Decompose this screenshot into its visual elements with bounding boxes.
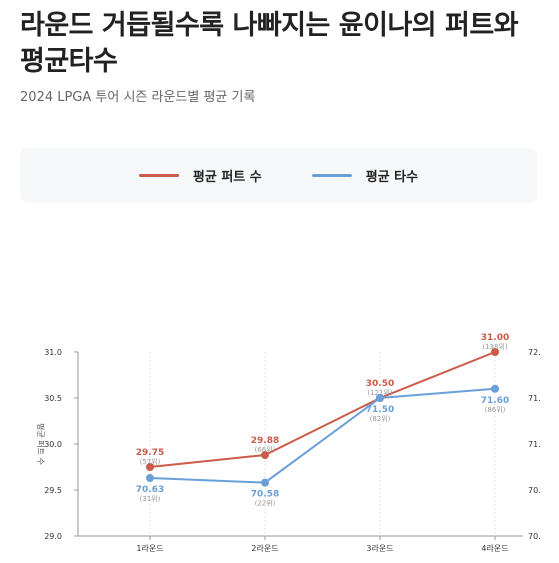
left-tick-label-0: 29.0 [44, 532, 62, 541]
page-subtitle: 2024 LPGA 투어 시즌 라운드별 평균 기록 [20, 90, 256, 105]
left-axis-label: 평균 퍼트 수 [36, 423, 46, 465]
right-tick-label-4: 72. [528, 348, 541, 357]
left-tick-label-4: 31.0 [44, 348, 62, 357]
series-1-point-2 [376, 394, 384, 402]
series-0-value-label-3: 31.00 [481, 333, 509, 343]
series-0-point-1 [261, 451, 269, 460]
legend-item-strokes[interactable]: 평균 타수 [311, 166, 419, 185]
series-line-1 [149, 387, 496, 484]
series-1-point-0 [146, 474, 154, 483]
right-tick-label-2: 71. [528, 440, 541, 449]
page-title: 라운드 거듭될수록 나빠지는 윤이나의 퍼트와 평균타수 [20, 10, 519, 77]
series-1-rank-label-3: (86위) [485, 406, 506, 414]
right-tick-label-3: 71. [528, 394, 541, 403]
legend-label-strokes: 평균 타수 [365, 170, 419, 185]
legend-label-putts: 평균 퍼트 수 [192, 170, 262, 185]
x-tick-label-1: 2라운드 [251, 544, 278, 553]
series-0-value-label-0: 29.75 [136, 448, 164, 458]
series-line-0 [149, 351, 496, 468]
series-1-rank-label-2: (82위) [370, 415, 391, 423]
x-tick-label-3: 4라운드 [481, 544, 508, 553]
chart-legend: 평균 퍼트 수 평균 타수 [20, 148, 537, 203]
line-chart: 29.0 29.5 30.0 30.5 31.0 70. 70. 71. 71. 72. 평균 퍼트… [36, 333, 541, 553]
series-1-value-label-1: 70.58 [251, 490, 279, 500]
left-tick-label-2: 30.0 [44, 440, 62, 449]
series-0-point-0 [146, 463, 154, 471]
legend-swatch-putts [138, 174, 179, 177]
right-tick-label-1: 70. [528, 486, 541, 495]
series-0-value-label-1: 29.88 [251, 436, 279, 446]
series-0-rank-label-0: (57위) [140, 458, 161, 466]
left-tick-label-3: 30.5 [44, 394, 62, 403]
series-1-value-label-3: 71.60 [481, 396, 509, 406]
x-tick-label-2: 3라운드 [366, 544, 393, 553]
left-tick-label-1: 29.5 [44, 486, 62, 495]
x-tick-label-0: 1라운드 [136, 544, 163, 553]
legend-item-putts[interactable]: 평균 퍼트 수 [138, 166, 262, 185]
series-0-point-3 [491, 348, 499, 356]
series-1-point-1 [261, 478, 269, 487]
series-1-value-label-0: 70.63 [136, 485, 164, 495]
series-1-rank-label-0: (31위) [140, 495, 161, 503]
legend-swatch-strokes [311, 174, 352, 177]
series-1-value-label-2: 71.50 [366, 405, 394, 415]
series-0-rank-label-2: (121위) [367, 389, 393, 397]
series-1-point-3 [491, 384, 499, 393]
right-tick-label-0: 70. [528, 532, 541, 541]
series-1-rank-label-1: (22위) [255, 500, 276, 508]
series-0-rank-label-1: (66위) [255, 446, 276, 454]
series-0-rank-label-3: (138위) [482, 343, 508, 351]
series-0-value-label-2: 30.50 [366, 379, 394, 389]
